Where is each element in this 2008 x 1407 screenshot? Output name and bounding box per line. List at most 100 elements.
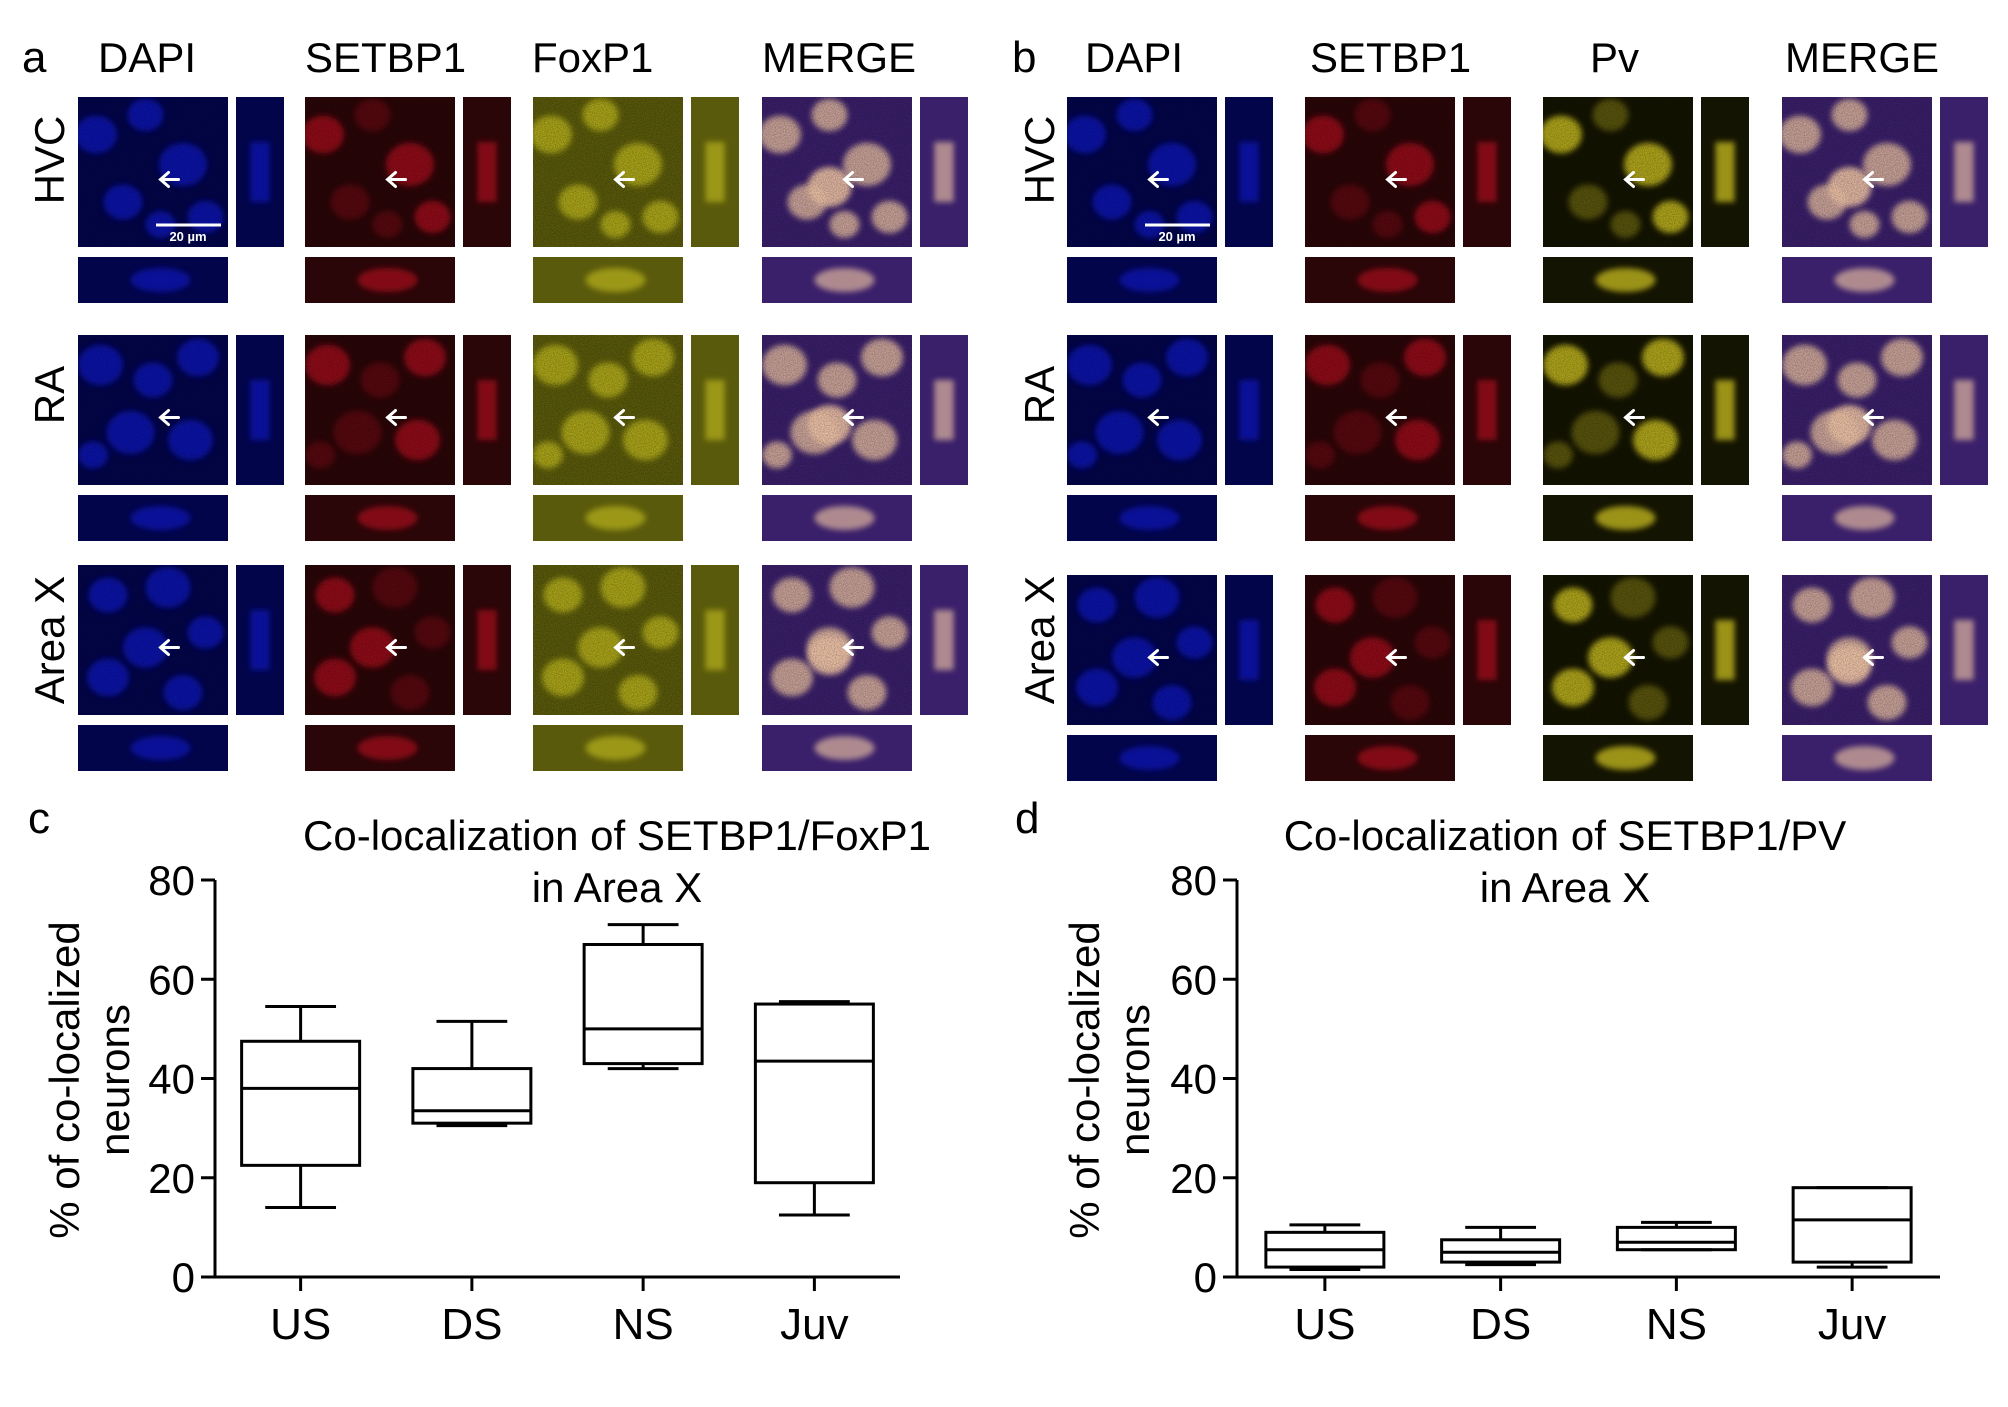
- panel-label-b: b: [1012, 33, 1036, 82]
- y-tick-label: 80: [148, 857, 195, 904]
- arrow-icon: [158, 639, 180, 656]
- box-ns: [582, 923, 704, 1071]
- arrow-icon: [842, 639, 864, 656]
- box-ns: [1615, 1220, 1737, 1252]
- channel-header-setbp1: SETBP1: [305, 34, 466, 81]
- arrow-icon: [613, 171, 635, 188]
- micrograph-a-hvc-setbp1: [305, 97, 511, 303]
- row-label-hvc: HVC: [26, 116, 73, 205]
- box-ds: [1440, 1225, 1562, 1267]
- scale-bar-label: 20 µm: [169, 229, 206, 244]
- row-label-ra: RA: [1016, 366, 1063, 424]
- scale-bar: 20 µm: [156, 223, 221, 244]
- channel-header-foxp1: FoxP1: [532, 34, 653, 81]
- box-ds: [411, 1019, 533, 1128]
- x-tick-label-ns: NS: [1646, 1300, 1707, 1349]
- box-juv: [1791, 1186, 1913, 1269]
- arrow-icon: [1385, 649, 1407, 666]
- row-label-area-x: Area X: [26, 576, 73, 704]
- channel-header-dapi: DAPI: [98, 34, 196, 81]
- micrograph-b-hvc-setbp1: [1305, 97, 1511, 303]
- micrograph-a-area-x-foxp1: [533, 565, 739, 771]
- y-tick-label: 40: [1170, 1056, 1217, 1103]
- panel-b: b DAPI SETBP1 Pv MERGE HVC 20 µm RA Area X: [1012, 33, 1988, 781]
- arrow-icon: [1147, 409, 1169, 426]
- chart-subtitle: in Area X: [1480, 864, 1650, 911]
- row-label-ra: RA: [26, 366, 73, 424]
- chart-title: Co-localization of SETBP1/FoxP1: [303, 812, 931, 859]
- arrow-icon: [613, 409, 635, 426]
- arrow-icon: [385, 409, 407, 426]
- arrow-icon: [1862, 649, 1884, 666]
- arrow-icon: [1862, 409, 1884, 426]
- y-tick-label: 60: [148, 956, 195, 1003]
- channel-header-dapi: DAPI: [1085, 34, 1183, 81]
- y-axis-label: neurons: [1111, 1004, 1158, 1156]
- micrograph-b-ra-setbp1: [1305, 335, 1511, 541]
- arrow-icon: [1623, 409, 1645, 426]
- micrograph-b-ra-merge: [1782, 335, 1988, 541]
- x-tick-label-juv: Juv: [1818, 1300, 1886, 1349]
- micrograph-b-ra-pv: [1543, 335, 1749, 541]
- micrograph-a-ra-foxp1: [533, 335, 739, 541]
- arrow-icon: [1862, 171, 1884, 188]
- arrow-icon: [842, 409, 864, 426]
- box-iqr: [582, 943, 704, 1066]
- x-tick-label-ns: NS: [613, 1300, 674, 1349]
- micrograph-a-area-x-dapi: [78, 565, 284, 771]
- box-us: [1264, 1223, 1386, 1272]
- arrow-icon: [1623, 649, 1645, 666]
- x-tick-label-us: US: [1294, 1300, 1355, 1349]
- micrograph-a-area-x-merge: [762, 565, 968, 771]
- box-juv: [753, 1000, 875, 1217]
- x-tick-label-juv: Juv: [780, 1300, 848, 1349]
- chart-d: d Co-localization of SETBP1/PV in Area X 0 2…: [1015, 794, 1940, 1349]
- box-iqr: [1791, 1186, 1913, 1264]
- arrow-icon: [158, 409, 180, 426]
- micrograph-a-hvc-merge: [762, 97, 968, 303]
- panel-a: a DAPI SETBP1 FoxP1 MERGE HVC 20 µm RA Area X: [22, 33, 968, 771]
- y-tick-label: 40: [148, 1056, 195, 1103]
- scale-bar-label: 20 µm: [1158, 229, 1195, 244]
- micrograph-a-ra-dapi: [78, 335, 284, 541]
- micrograph-a-hvc-dapi: 20 µm: [78, 97, 284, 303]
- y-tick-label: 20: [148, 1155, 195, 1202]
- micrograph-a-ra-setbp1: [305, 335, 511, 541]
- channel-header-setbp1: SETBP1: [1310, 34, 1471, 81]
- micrograph-a-area-x-setbp1: [305, 565, 511, 771]
- arrow-icon: [385, 639, 407, 656]
- row-label-hvc: HVC: [1016, 116, 1063, 205]
- arrow-icon: [1147, 649, 1169, 666]
- panel-label-a: a: [22, 33, 47, 82]
- chart-title: Co-localization of SETBP1/PV: [1284, 812, 1847, 859]
- x-tick-label-ds: DS: [441, 1300, 502, 1349]
- box-iqr: [240, 1039, 362, 1167]
- box-us: [240, 1005, 362, 1210]
- y-tick-label: 20: [1170, 1155, 1217, 1202]
- scale-bar: 20 µm: [1145, 223, 1210, 244]
- arrow-icon: [1623, 171, 1645, 188]
- micrograph-a-hvc-foxp1: [533, 97, 739, 303]
- y-tick-label: 0: [1194, 1254, 1217, 1301]
- arrow-icon: [158, 171, 180, 188]
- micrograph-b-ra-dapi: [1067, 335, 1273, 541]
- micrograph-b-area-x-setbp1: [1305, 575, 1511, 781]
- channel-header-merge: MERGE: [1785, 34, 1939, 81]
- panel-label-c: c: [28, 794, 50, 843]
- y-tick-label: 0: [172, 1254, 195, 1301]
- micrograph-b-area-x-pv: [1543, 575, 1749, 781]
- arrow-icon: [1385, 171, 1407, 188]
- chart-c: c Co-localization of SETBP1/FoxP1 in Area …: [28, 794, 931, 1349]
- arrow-icon: [842, 171, 864, 188]
- arrow-icon: [1147, 171, 1169, 188]
- y-tick-label: 80: [1170, 857, 1217, 904]
- arrow-icon: [613, 639, 635, 656]
- micrograph-b-hvc-pv: [1543, 97, 1749, 303]
- arrow-icon: [1385, 409, 1407, 426]
- micrograph-a-ra-merge: [762, 335, 968, 541]
- box-iqr: [1615, 1225, 1737, 1252]
- box-iqr: [753, 1002, 875, 1185]
- row-label-area-x: Area X: [1016, 576, 1063, 704]
- chart-subtitle: in Area X: [532, 864, 702, 911]
- arrow-icon: [385, 171, 407, 188]
